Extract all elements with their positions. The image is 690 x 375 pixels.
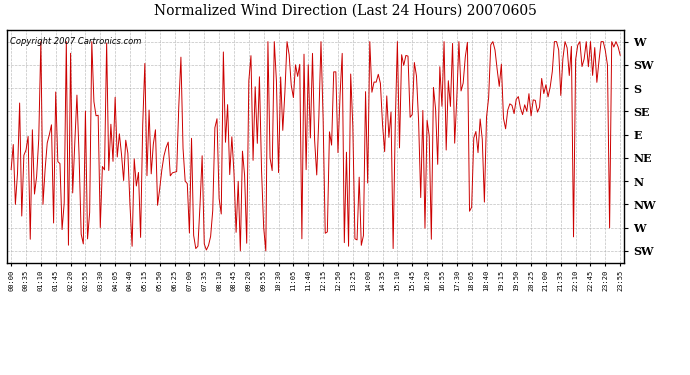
Text: Copyright 2007 Cartronics.com: Copyright 2007 Cartronics.com bbox=[10, 37, 141, 46]
Text: Normalized Wind Direction (Last 24 Hours) 20070605: Normalized Wind Direction (Last 24 Hours… bbox=[154, 4, 536, 18]
